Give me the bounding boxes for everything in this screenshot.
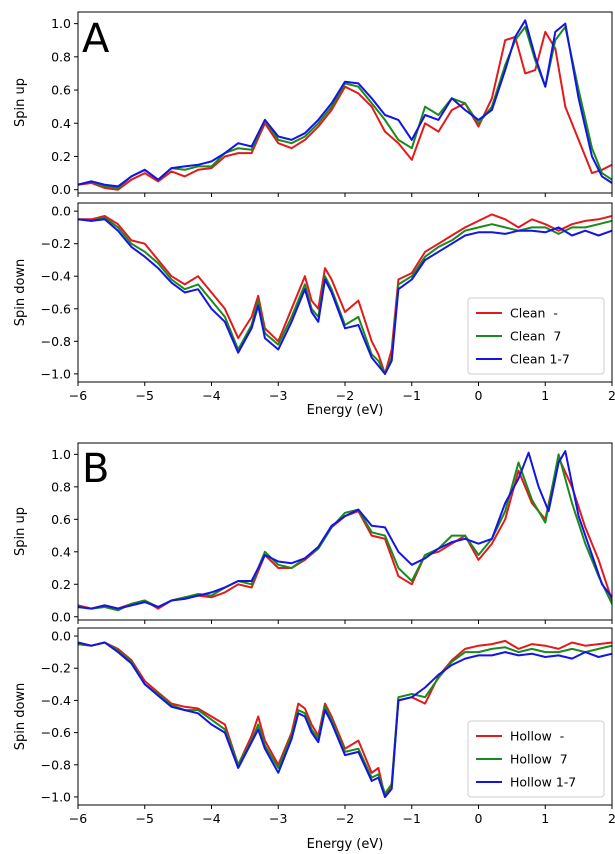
legend-label: Hollow 7 [510,752,568,767]
legend-label: Hollow 1-7 [510,775,576,790]
series-group [78,19,612,191]
series-line [78,450,612,610]
series-group [78,450,612,612]
x-tick-label: −6 [69,811,87,826]
subplot-spin-down: −1.0 −0.8 −0.6 −0.4 −0.2 0.0 Spin down −6 −5 −4 −3… [13,202,615,403]
series-line [78,216,612,375]
legend-label: Hollow - [510,729,564,744]
x-tick-label: −5 [136,388,154,403]
x-tick-label: 1 [541,811,549,826]
x-tick-label: 2 [608,811,615,826]
subplot-spin-up: 0.0 0.2 0.4 0.6 0.8 1.0 Spin up [13,11,613,197]
y-tick-label: 0.8 [51,479,71,494]
subplot-spin-up: 0.0 0.2 0.4 0.6 0.8 1.0 Spin up [13,442,613,624]
series-line [78,30,612,191]
x-tick-label: −5 [136,811,154,826]
y-tick-label: 0.6 [51,512,71,527]
y-axis-label: Spin down [13,683,28,751]
series-line [78,213,612,375]
panel-letter: A [82,16,110,62]
series-line [78,456,612,610]
x-tick-label: −2 [336,388,354,403]
x-tick-label: 2 [608,388,615,403]
legend-label: Clean - [510,306,558,321]
y-tick-label: 0.0 [51,609,71,624]
x-tick-label: −3 [269,388,287,403]
chart-panel-b: 0.0 0.2 0.4 0.6 0.8 1.0 Spin up −1.0 −0.8 −0.6 −0.… [13,442,615,852]
legend-box [467,720,605,798]
x-tick-label: −2 [336,811,354,826]
x-tick-label: −1 [403,388,421,403]
plot-frame [77,11,613,194]
y-tick-label: 0.4 [51,544,71,559]
legend-label: Clean 7 [510,329,561,344]
x-tick-label: −4 [202,388,220,403]
series-line [78,453,612,612]
y-axis-label: Spin up [13,507,28,556]
y-tick-label: 0.0 [51,182,71,197]
y-axis-label: Spin down [13,259,28,327]
y-tick-label: 0.2 [51,577,71,592]
legend-box [467,297,605,375]
y-tick-label: −0.8 [41,334,71,349]
x-tick-label: −6 [69,388,87,403]
series-line [78,25,612,189]
y-tick-label: −0.2 [41,661,71,676]
legend: Clean - Clean 7 Clean 1-7 [467,297,605,375]
y-tick-label: 0.0 [51,204,71,219]
y-tick-label: 0.8 [51,49,71,64]
y-axis-label: Spin up [13,78,28,127]
y-tick-label: −0.2 [41,236,71,251]
x-tick-label: 0 [475,811,483,826]
x-tick-label: −1 [403,811,421,826]
y-tick-label: −1.0 [41,366,71,381]
series-line [78,218,612,375]
plot-frame [77,442,613,621]
series-group [78,639,612,798]
series-line [78,641,612,798]
x-axis-label: Energy (eV) [307,403,384,418]
y-tick-label: −0.6 [41,301,71,316]
y-tick-label: 0.6 [51,83,71,98]
panel-letter: B [82,446,109,492]
legend: Hollow - Hollow 7 Hollow 1-7 [467,720,605,798]
y-tick-label: 0.4 [51,116,71,131]
x-axis-label: Energy (eV) [307,837,384,852]
y-tick-label: 1.0 [51,447,71,462]
series-line [78,639,612,798]
y-tick-label: −1.0 [41,789,71,804]
y-tick-label: −0.4 [41,693,71,708]
x-tick-label: −3 [269,811,287,826]
x-tick-label: 0 [475,388,483,403]
legend-label: Clean 1-7 [510,352,570,367]
y-tick-label: 1.0 [51,16,71,31]
y-tick-label: −0.4 [41,269,71,284]
subplot-spin-down: −1.0 −0.8 −0.6 −0.4 −0.2 0.0 Spin down −6 −5 −4 −3… [13,627,615,826]
y-tick-label: 0.2 [51,149,71,164]
x-tick-label: 1 [541,388,549,403]
y-tick-label: 0.0 [51,629,71,644]
y-tick-label: −0.6 [41,725,71,740]
chart-panel-a: 0.0 0.2 0.4 0.6 0.8 1.0 Spin up −1.0 −0.8 −0.6 −0.… [13,11,615,418]
series-group [78,213,612,375]
x-tick-label: −4 [202,811,220,826]
series-line [78,19,612,188]
y-tick-label: −0.8 [41,757,71,772]
